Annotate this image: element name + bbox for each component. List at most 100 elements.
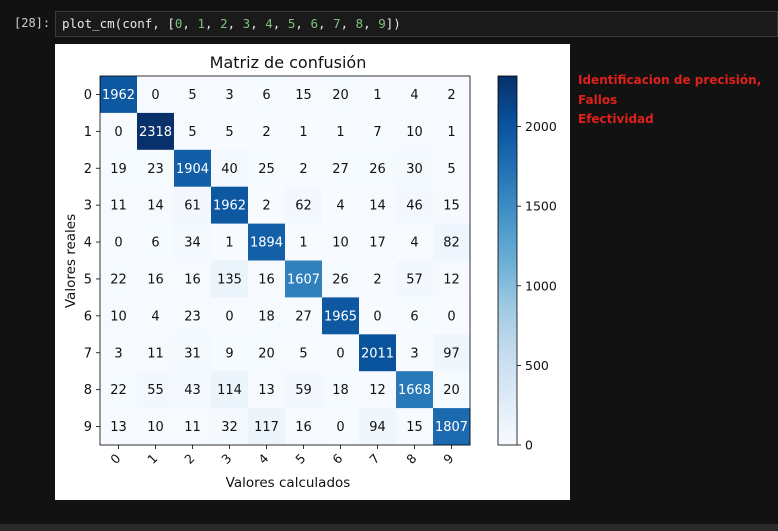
colorbar: 0 500 1000 1500 2000 bbox=[497, 75, 557, 453]
matrix-cell-value: 10 bbox=[406, 125, 423, 140]
matrix-cell-value: 59 bbox=[295, 383, 312, 398]
matrix-cell bbox=[100, 149, 138, 188]
matrix-cell-value: 2 bbox=[262, 199, 270, 214]
matrix-cell bbox=[174, 186, 212, 224]
matrix-cell-value: 31 bbox=[184, 346, 201, 361]
matrix-cell bbox=[211, 76, 249, 114]
matrix-cell-value: 1962 bbox=[102, 88, 135, 103]
annotation-line: Identificacion de precisión, bbox=[578, 73, 762, 87]
matrix-cell-value: 11 bbox=[110, 199, 127, 214]
matrix-cell bbox=[211, 112, 249, 151]
matrix-cell-value: 7 bbox=[373, 125, 381, 140]
matrix-cell bbox=[211, 408, 249, 446]
matrix-cell bbox=[248, 149, 286, 188]
matrix-cell-value: 23 bbox=[184, 309, 201, 324]
matrix-cell-value: 0 bbox=[373, 309, 381, 324]
matrix-cell-value: 57 bbox=[406, 272, 423, 287]
y-tick-label: 7 bbox=[84, 346, 92, 361]
matrix-cell-value: 55 bbox=[147, 383, 164, 398]
matrix-cell-value: 15 bbox=[443, 199, 460, 214]
y-tick-label: 5 bbox=[84, 272, 92, 287]
matrix-cell-value: 0 bbox=[336, 346, 344, 361]
y-tick-label: 9 bbox=[84, 420, 92, 435]
matrix-cell bbox=[174, 334, 212, 372]
code-function-text: plot_cm(conf, [ bbox=[62, 16, 175, 31]
matrix-cell-value: 1 bbox=[336, 125, 344, 140]
bottom-scrollbar[interactable] bbox=[0, 524, 778, 531]
matrix-cell-value: 5 bbox=[188, 88, 196, 103]
matrix-cell-value: 10 bbox=[147, 420, 164, 435]
matrix-cell-value: 0 bbox=[447, 309, 455, 324]
x-tick-label: 8 bbox=[403, 451, 419, 467]
colorbar-tick-label: 0 bbox=[525, 438, 533, 453]
y-tick-label: 0 bbox=[84, 88, 92, 103]
matrix-cell bbox=[100, 112, 138, 151]
matrix-cell bbox=[211, 149, 249, 188]
confusion-matrix-chart: Matriz de confusión 1962 0 5 3 6 15 20 1 4 20 2318… bbox=[63, 53, 557, 491]
matrix-cell bbox=[137, 149, 175, 188]
y-axis-label: Valores reales bbox=[63, 214, 79, 308]
matrix-cell bbox=[137, 112, 175, 151]
matrix-cell-value: 20 bbox=[332, 88, 349, 103]
matrix-cell-value: 6 bbox=[410, 309, 418, 324]
matrix-cell bbox=[396, 186, 434, 224]
matrix-cell bbox=[137, 408, 175, 446]
colorbar-gradient bbox=[497, 75, 518, 446]
x-tick-label: 4 bbox=[255, 451, 271, 467]
matrix-cell bbox=[100, 223, 138, 261]
matrix-cell-value: 40 bbox=[221, 162, 238, 177]
matrix-cell bbox=[396, 371, 434, 409]
matrix-cell bbox=[137, 371, 175, 409]
x-axis-label: Valores calculados bbox=[226, 475, 351, 491]
matrix-cell bbox=[322, 223, 360, 261]
matrix-cell bbox=[359, 260, 397, 298]
x-tick-label: 1 bbox=[144, 451, 160, 467]
matrix-cell bbox=[211, 186, 249, 224]
matrix-cell-value: 2 bbox=[373, 272, 381, 287]
matrix-cell bbox=[285, 371, 323, 409]
matrix-cell bbox=[396, 260, 434, 298]
matrix-cell-value: 1607 bbox=[287, 272, 320, 287]
code-cell-input[interactable]: plot_cm(conf, [0, 1, 2, 3, 4, 5, 6, 7, 8… bbox=[55, 11, 778, 37]
matrix-cell-value: 16 bbox=[258, 272, 275, 287]
matrix-cell bbox=[248, 76, 286, 114]
matrix-cell-value: 3 bbox=[114, 346, 122, 361]
matrix-cell-value: 22 bbox=[110, 383, 127, 398]
matrix-cell-value: 30 bbox=[406, 162, 423, 177]
matrix-cell-value: 0 bbox=[336, 420, 344, 435]
matrix-cell bbox=[100, 371, 138, 409]
matrix-cell-value: 11 bbox=[147, 346, 164, 361]
code-arg-number: 0 bbox=[174, 16, 183, 31]
matrix-cell bbox=[285, 186, 323, 224]
matrix-cell-value: 18 bbox=[258, 309, 275, 324]
colorbar-tick-label: 1500 bbox=[525, 199, 557, 214]
matrix-cell bbox=[248, 371, 286, 409]
matrix-cell-value: 20 bbox=[258, 346, 275, 361]
matrix-cell bbox=[248, 334, 286, 372]
matrix-cell-value: 1904 bbox=[176, 162, 209, 177]
matrix-cell bbox=[174, 223, 212, 261]
x-tick-label: 7 bbox=[366, 451, 382, 467]
annotation-note: Identificacion de precisión, Fallos Efec… bbox=[578, 71, 761, 130]
matrix-cell bbox=[100, 186, 138, 224]
matrix-cell-value: 2 bbox=[262, 125, 270, 140]
annotation-line: Efectividad bbox=[578, 112, 654, 126]
matrix-cell bbox=[359, 76, 397, 114]
matrix-cell-value: 12 bbox=[369, 383, 386, 398]
matrix-cell bbox=[359, 112, 397, 151]
matrix-cell bbox=[433, 149, 471, 188]
matrix-cell bbox=[322, 408, 360, 446]
code-arg-number: 9 bbox=[378, 16, 386, 31]
matrix-cell-value: 14 bbox=[369, 199, 386, 214]
matrix-cell bbox=[359, 223, 397, 261]
chart-title: Matriz de confusión bbox=[210, 53, 367, 72]
code-arg-number: 8 bbox=[355, 16, 364, 31]
matrix-cell bbox=[100, 297, 138, 335]
matrix-cell-value: 16 bbox=[184, 272, 201, 287]
matrix-cell bbox=[285, 223, 323, 261]
matrix-cell-value: 43 bbox=[184, 383, 201, 398]
code-arg-number: 3 bbox=[242, 16, 251, 31]
matrix-cell-value: 13 bbox=[258, 383, 275, 398]
matrix-cell bbox=[285, 334, 323, 372]
matrix-cell bbox=[396, 223, 434, 261]
